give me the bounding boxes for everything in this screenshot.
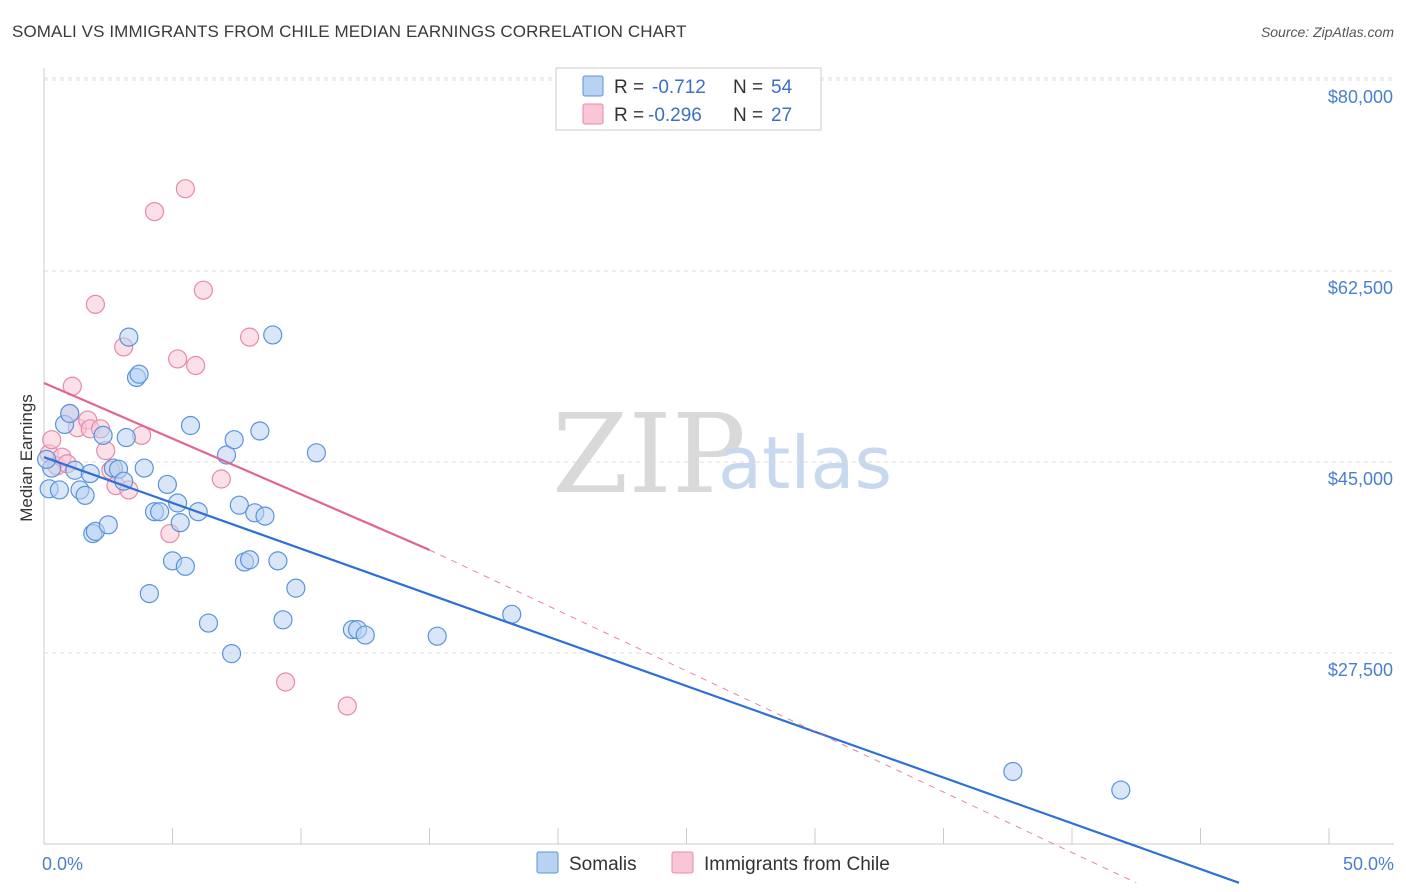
somalis-point [268,551,288,571]
somalis-point [198,613,219,633]
y-tick-label: $80,000 [1328,87,1393,107]
somalis-point [229,495,249,515]
chile-point [144,202,165,222]
somalis-point [355,625,375,645]
somalis-point [250,421,270,441]
somalis-point [240,550,260,570]
somalis-point [286,578,306,598]
legend-swatch-chile [582,103,604,125]
watermark-atlas: atlas [718,421,892,505]
somalis-point [175,556,195,576]
legend-n-label-chile: N = [733,105,763,126]
somalis-point [273,610,293,630]
somalis-point [157,474,177,495]
chile-point [337,696,357,716]
somalis-point [1111,780,1131,800]
chart-source: Source: ZipAtlas.com [1260,24,1394,40]
somalis-point [129,364,149,384]
somalis-point [1003,761,1023,782]
chile-point [85,294,106,314]
bottom-legend-label-chile: Immigrants from Chile [704,854,890,875]
y-ticks: $27,500 $45,000 $62,500 $80,000 [1328,87,1393,680]
legend-swatch-somalis [582,75,604,97]
bottom-legend-swatch-chile [671,851,694,874]
chile-point [240,327,260,347]
x-tick-marks [43,828,1330,844]
somalis-point [116,427,136,448]
legend-r-label-somalis: R = [614,77,644,98]
legend-n-value-somalis: 54 [771,77,793,98]
trendline-somalis [43,456,1240,884]
legend-top: R = -0.712 N = 54 R = -0.296 N = 27 [555,67,822,131]
chile-point [193,280,213,300]
x-tick-label-max: 50.0% [1343,854,1394,874]
y-tick-label: $62,500 [1328,278,1393,298]
chile-point [186,355,206,376]
somalis-point [49,480,70,500]
somalis-point [255,506,275,526]
chile-point [175,179,195,199]
x-tick-label-min: 0.0% [42,854,83,874]
y-axis-label: Median Earnings [17,394,36,522]
somalis-point [36,449,57,469]
somalis-point [150,502,170,522]
chile-point [211,469,231,489]
somalis-point [180,415,201,436]
somalis-point [306,443,327,463]
somalis-point [224,430,244,450]
somalis-point [60,403,80,424]
legend-n-value-chile: 27 [771,105,792,126]
y-tick-label: $27,500 [1328,660,1393,680]
bottom-legend-label-somalis: Somalis [569,854,637,875]
somalis-point [98,515,118,535]
trendline-chile [43,381,430,551]
somalis-point [139,583,159,604]
legend-bottom: Somalis Immigrants from Chile [536,851,890,875]
chile-point [275,672,296,692]
somalis-point [119,327,139,347]
chile-point [168,349,188,369]
somalis-point [222,644,242,664]
somalis-point [170,513,190,533]
y-tick-label: $45,000 [1328,469,1393,489]
somalis-point [93,425,113,445]
legend-n-label-somalis: N = [733,77,763,98]
bottom-legend-swatch-somalis [536,851,559,874]
trendlines [43,381,1240,884]
chile-point [42,430,62,450]
somalis-point [263,325,283,345]
legend-r-value-somalis: -0.712 [652,77,706,98]
chart-title: SOMALI VS IMMIGRANTS FROM CHILE MEDIAN E… [12,22,687,41]
legend-r-value-chile: -0.296 [648,105,702,126]
watermark-zip: ZIP [552,390,746,518]
trendline-chile-extension [429,549,1137,884]
somalis-point [134,458,154,478]
somalis-point [427,626,447,646]
somalis-point [75,485,95,505]
legend-r-label-chile: R = [614,105,644,126]
